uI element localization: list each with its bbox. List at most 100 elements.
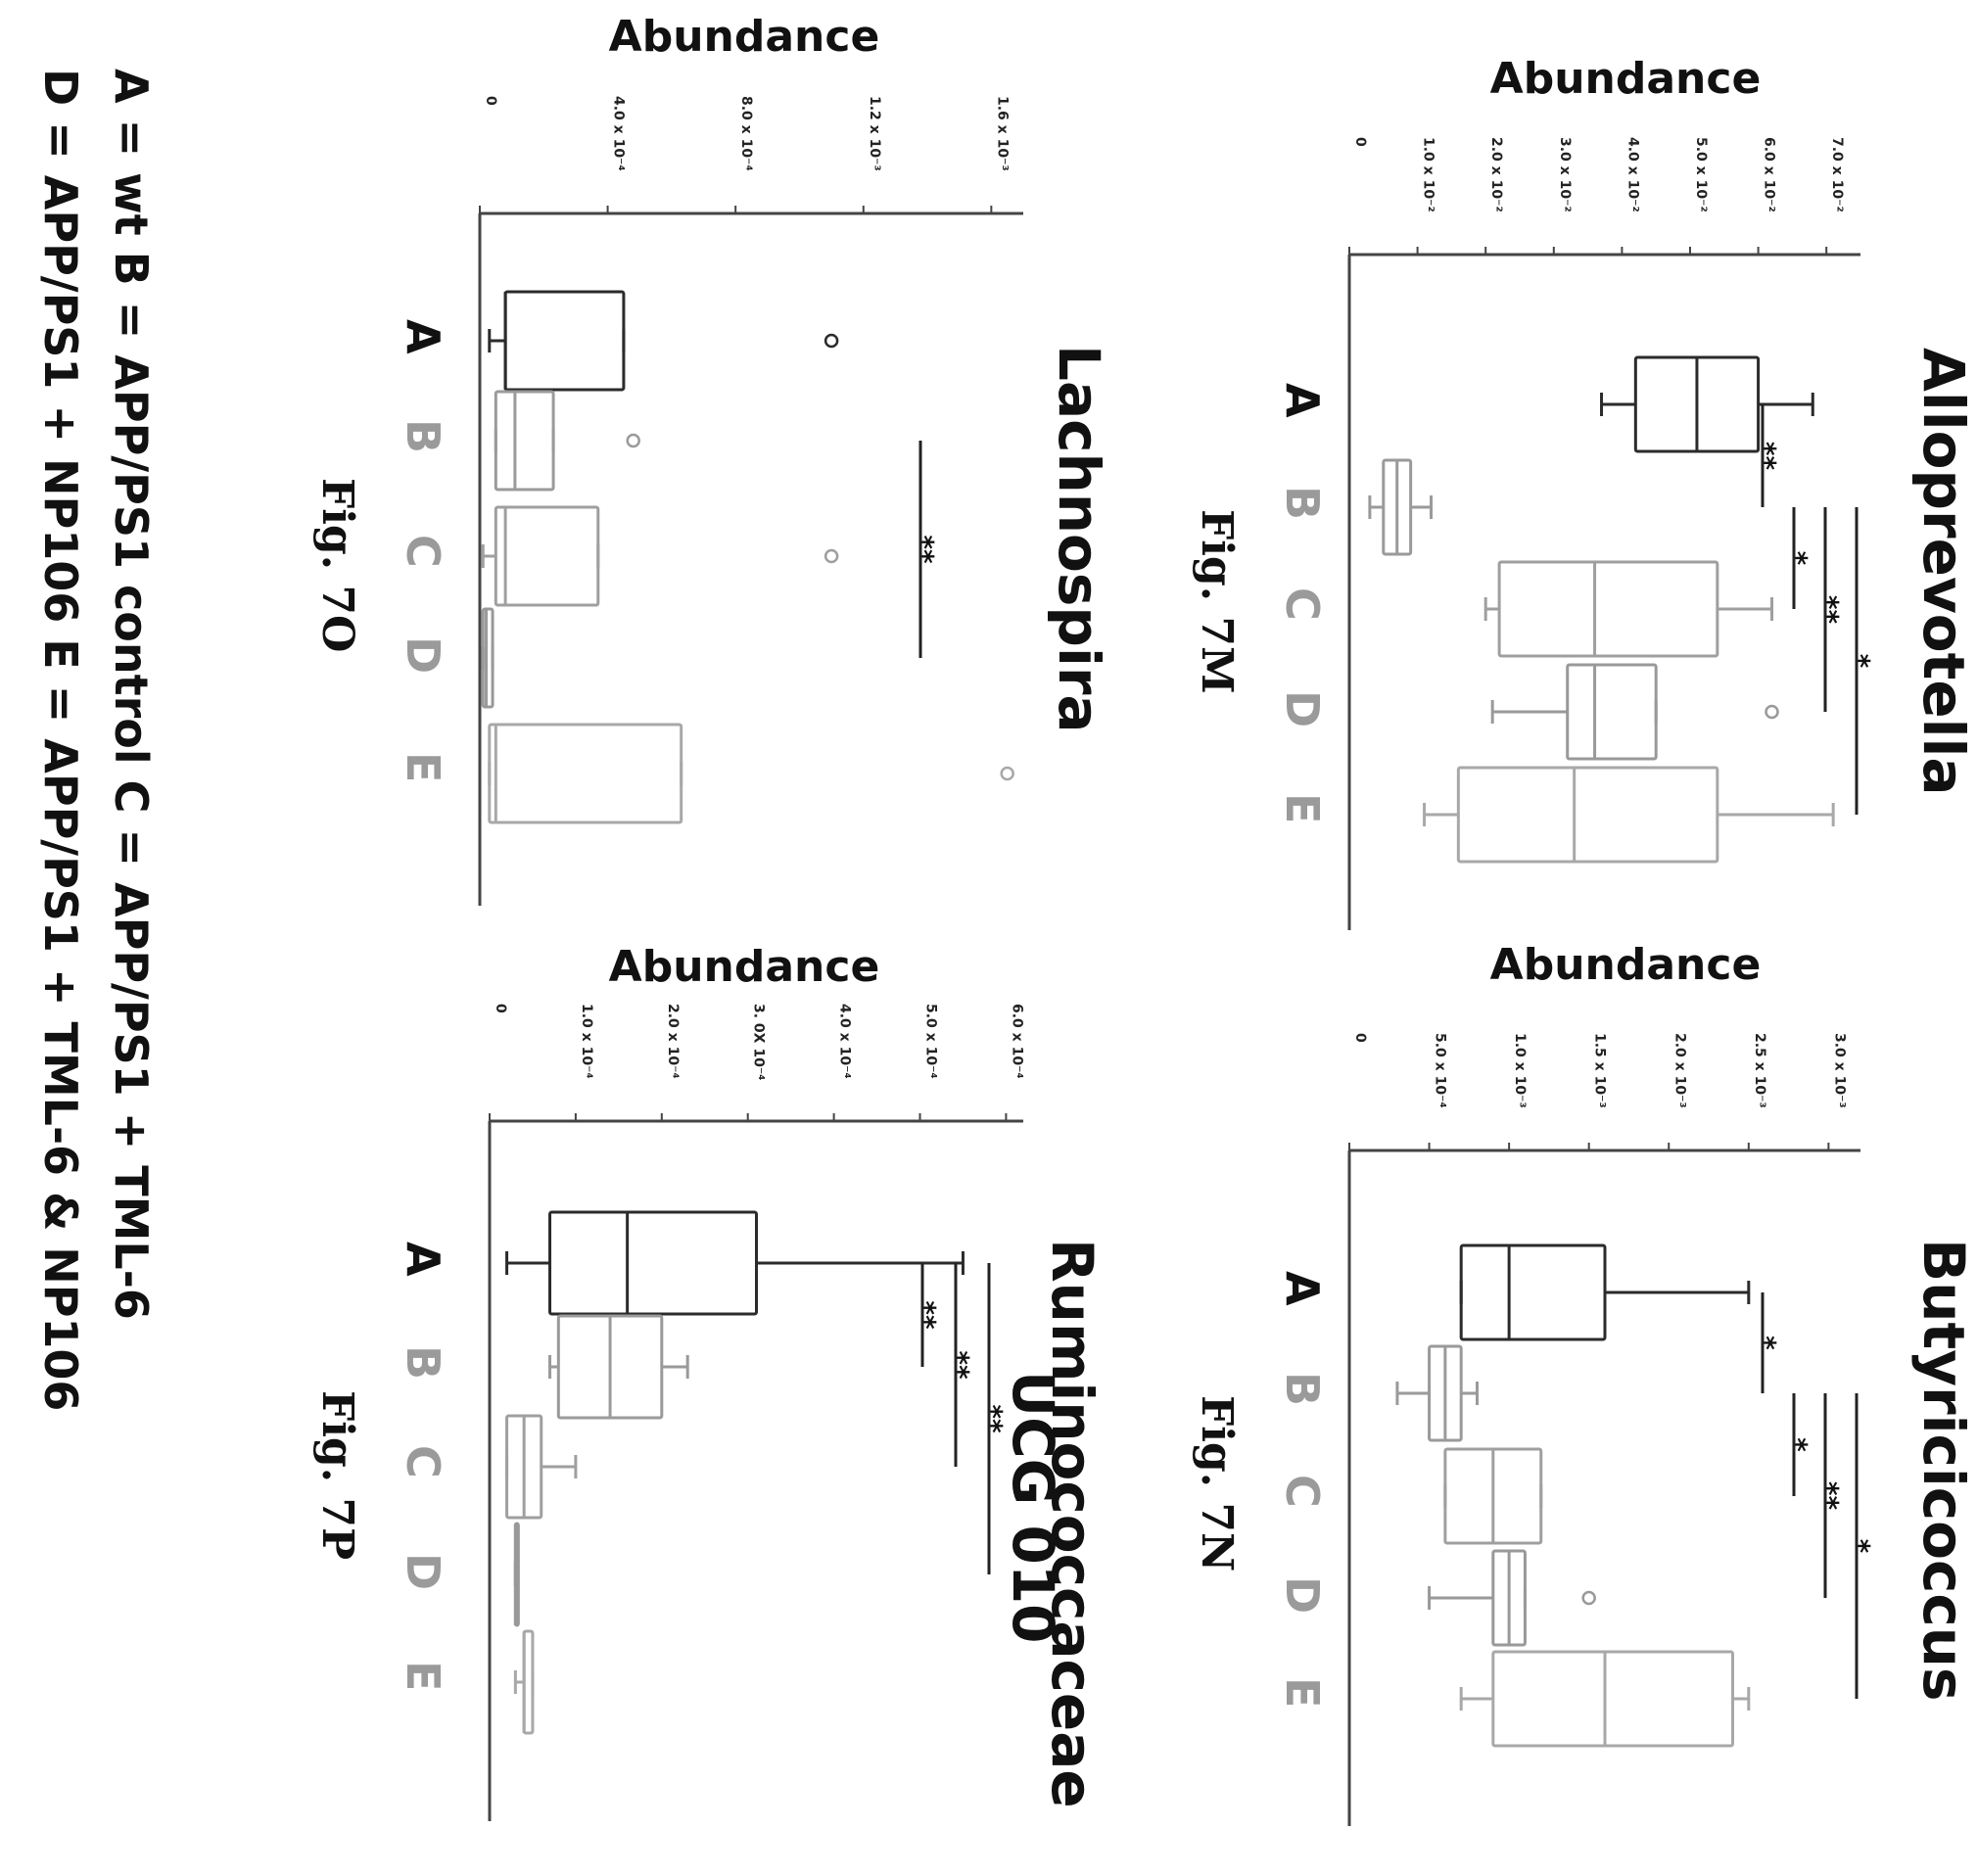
box-group-A: A xyxy=(1276,1243,1751,1341)
figure-label: Fig. 7N xyxy=(1192,1395,1242,1571)
figure-label: Fig. 7O xyxy=(312,478,362,652)
box-group-D: D xyxy=(1276,663,1779,761)
box-group-C: C xyxy=(397,1414,578,1520)
category-label-B: B xyxy=(1276,1372,1329,1406)
box-rect xyxy=(548,1210,759,1316)
y-tick-label: 1.0 x 10⁻³ xyxy=(1512,1033,1528,1108)
significance-label: ** xyxy=(1812,595,1845,625)
y-tick-label: 5.0 x 10⁻² xyxy=(1693,137,1709,212)
box-group-E: E xyxy=(1276,766,1835,864)
box-group-D: D xyxy=(397,607,494,709)
category-label-C: C xyxy=(397,535,449,568)
y-axis-label: Abundance xyxy=(609,942,880,992)
box-group-A: A xyxy=(397,1210,965,1316)
y-tick-label: 7.0 x 10⁻² xyxy=(1829,137,1845,212)
category-label-E: E xyxy=(1276,793,1329,823)
y-tick-label: 2.5 x 10⁻³ xyxy=(1752,1033,1767,1108)
category-label-D: D xyxy=(1276,1576,1329,1614)
y-axis-label: Abundance xyxy=(1490,54,1762,104)
y-tick-label: 2.0 x 10⁻⁴ xyxy=(665,1004,681,1079)
chart-title-line-1: Ruminococcaceae xyxy=(1039,1239,1106,1808)
significance-label: ** xyxy=(908,535,940,564)
y-axis-label: Abundance xyxy=(609,12,880,62)
legend-line-1: A = wt B = APP/PS1 control C = APP/PS1 +… xyxy=(105,69,158,1320)
outlier-point xyxy=(824,333,839,349)
significance-label: ** xyxy=(1750,442,1782,471)
box-group-B: B xyxy=(397,1314,689,1420)
y-tick-label: 5.0 x 10⁻⁴ xyxy=(923,1004,939,1079)
y-tick-label: 6.0 x 10⁻⁴ xyxy=(1009,1004,1024,1079)
box-group-B: B xyxy=(1276,1344,1479,1442)
category-label-A: A xyxy=(397,319,449,354)
significance-label: ** xyxy=(1812,1481,1845,1511)
outlier-point xyxy=(626,433,640,448)
y-tick-label: 0 xyxy=(1352,1033,1368,1043)
box-group-E: E xyxy=(1276,1650,1751,1748)
category-label-E: E xyxy=(397,752,449,782)
category-label-C: C xyxy=(1276,587,1329,621)
box-rect xyxy=(1459,1243,1607,1341)
y-tick-label: 0 xyxy=(493,1004,508,1013)
outlier-point xyxy=(1765,704,1779,720)
box-group-B: B xyxy=(1276,458,1434,556)
y-tick-label: 4.0 x 10⁻⁴ xyxy=(837,1004,853,1079)
outlier-point xyxy=(1000,766,1014,781)
category-label-B: B xyxy=(397,419,449,453)
y-tick-label: 1.5 x 10⁻³ xyxy=(1592,1033,1608,1108)
box-group-D: D xyxy=(397,1522,520,1627)
box-group-A: A xyxy=(1276,355,1814,453)
y-tick-label: 1.0 x 10⁻² xyxy=(1421,137,1436,212)
category-label-D: D xyxy=(397,636,449,674)
y-tick-label: 0 xyxy=(1352,137,1368,147)
box-group-C: C xyxy=(1276,1447,1543,1545)
y-tick-label: 1.0 x 10⁻⁴ xyxy=(579,1004,594,1079)
box-group-C: C xyxy=(1276,560,1774,658)
significance-label: * xyxy=(1844,1539,1876,1554)
box-rect xyxy=(1491,1650,1734,1748)
category-label-E: E xyxy=(1276,1677,1329,1708)
y-tick-label: 2.0 x 10⁻³ xyxy=(1671,1033,1687,1108)
category-label-E: E xyxy=(397,1661,449,1691)
category-label-D: D xyxy=(397,1553,449,1590)
y-tick-label: 4.0 x 10⁻² xyxy=(1624,137,1640,212)
y-tick-label: 0 xyxy=(483,96,498,106)
y-tick-label: 4.0 x 10⁻⁴ xyxy=(611,96,627,171)
y-tick-label: 5.0 x 10⁻⁴ xyxy=(1433,1033,1448,1108)
chart-title-line-2: UCG 010 xyxy=(1000,1371,1066,1644)
chart-title: Alloprevotella xyxy=(1910,348,1977,796)
panel-7P: 0 1.0 x 10⁻⁴ 2.0 x 10⁻⁴ 3. 0X 10⁻⁴ 4.0 x 10⁻… xyxy=(312,942,1106,1821)
panels: 0 1.0 x 10⁻² 2.0 x 10⁻² 3.0 x 10⁻² 4.0 x 10⁻… xyxy=(312,12,1977,1826)
y-tick-label: 1.6 x 10⁻³ xyxy=(994,96,1010,171)
significance-label: ** xyxy=(976,1404,1009,1433)
category-label-A: A xyxy=(1276,1271,1329,1306)
category-label-A: A xyxy=(1276,383,1329,418)
category-label-A: A xyxy=(397,1242,449,1277)
category-label-C: C xyxy=(1276,1475,1329,1508)
panel-7O: 0 4.0 x 10⁻⁴ 8.0 x 10⁻⁴ 1.2 x 10⁻³ 1.6 x 10⁻… xyxy=(312,12,1112,906)
y-tick-label: 6.0 x 10⁻² xyxy=(1762,137,1777,212)
legend: A = wt B = APP/PS1 control C = APP/PS1 +… xyxy=(34,69,158,1411)
figure-label: Fig. 7P xyxy=(312,1390,362,1560)
y-tick-label: 3. 0X 10⁻⁴ xyxy=(751,1004,767,1080)
category-label-D: D xyxy=(1276,690,1329,727)
box-group-C: C xyxy=(397,505,839,607)
box-rect xyxy=(494,390,555,492)
outlier-point xyxy=(1581,1590,1596,1606)
y-tick-label: 3.0 x 10⁻³ xyxy=(1831,1033,1847,1108)
chart-title: Lachnospira xyxy=(1046,345,1112,733)
panel-7M: 0 1.0 x 10⁻² 2.0 x 10⁻² 3.0 x 10⁻² 4.0 x 10⁻… xyxy=(1192,54,1977,930)
y-tick-label: 1.2 x 10⁻³ xyxy=(867,96,882,171)
figure-label: Fig. 7M xyxy=(1192,509,1242,694)
box-group-E: E xyxy=(397,1629,535,1735)
y-tick-label: 3.0 x 10⁻² xyxy=(1557,137,1573,212)
outlier-point xyxy=(824,548,839,564)
box-group-E: E xyxy=(397,723,1014,824)
category-label-B: B xyxy=(1276,486,1329,520)
y-tick-label: 8.0 x 10⁻⁴ xyxy=(738,96,754,171)
category-label-B: B xyxy=(397,1345,449,1380)
significance-label: ** xyxy=(910,1300,942,1330)
y-axis-label: Abundance xyxy=(1490,940,1762,990)
category-label-C: C xyxy=(397,1445,449,1478)
